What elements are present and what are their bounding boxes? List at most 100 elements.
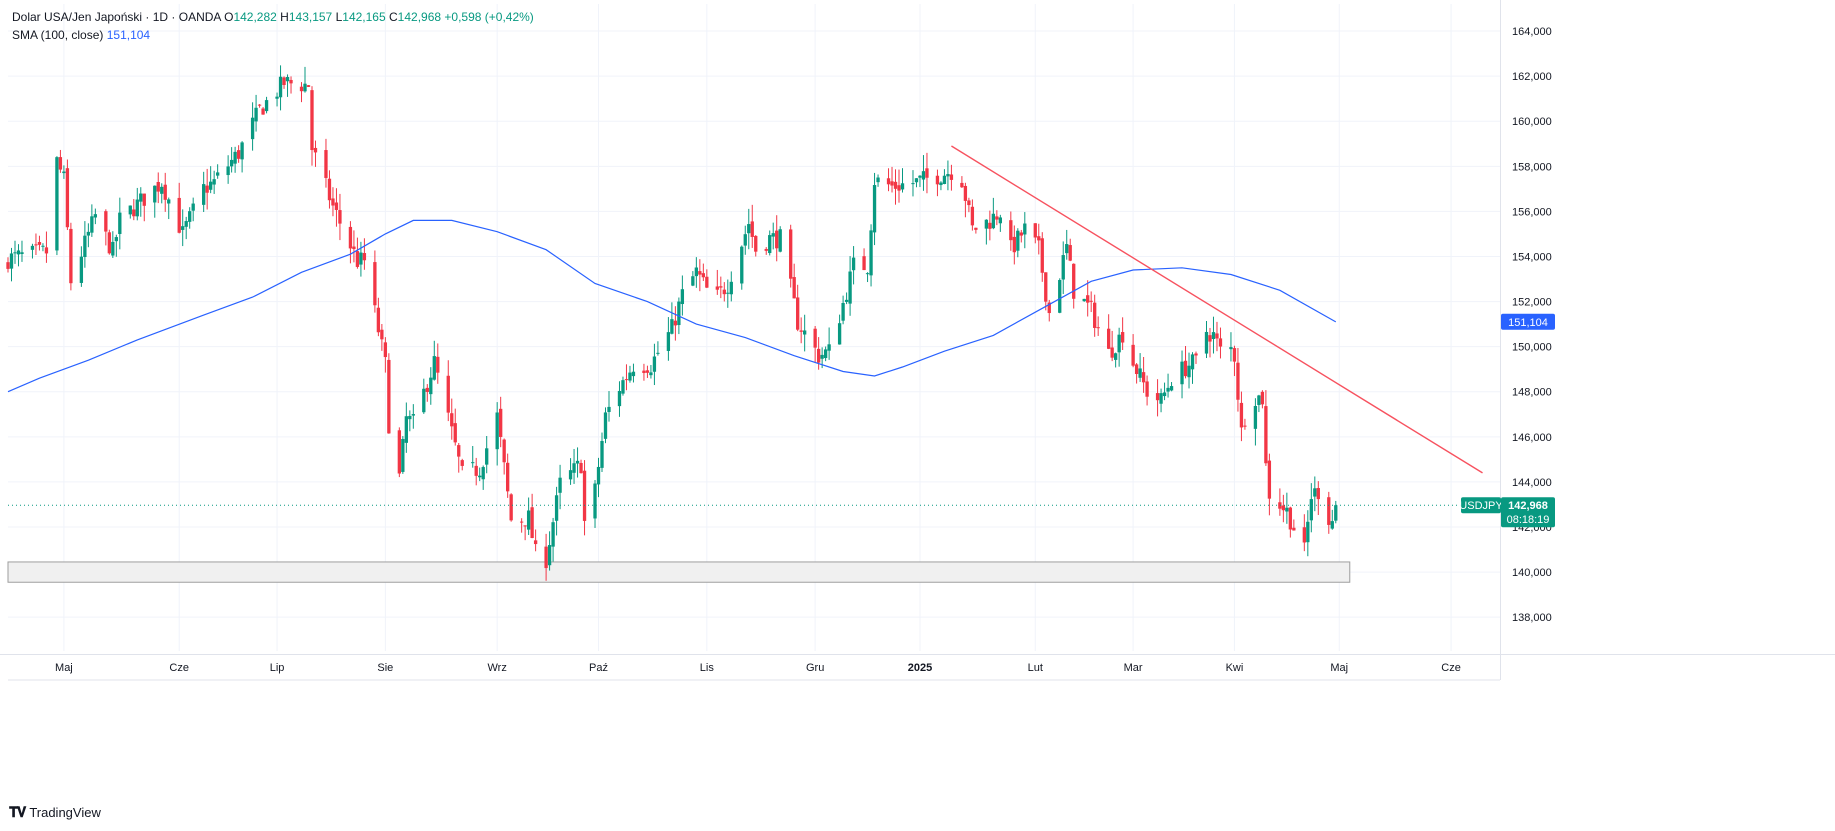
candle-up[interactable] bbox=[167, 199, 171, 204]
candle-up[interactable] bbox=[478, 475, 482, 478]
candle-up[interactable] bbox=[401, 439, 405, 472]
candle-down[interactable] bbox=[324, 150, 328, 178]
candle-up[interactable] bbox=[768, 235, 772, 254]
candle-up[interactable] bbox=[139, 193, 143, 202]
candle-down[interactable] bbox=[1134, 364, 1139, 375]
candle-up[interactable] bbox=[1169, 386, 1174, 391]
candle-down[interactable] bbox=[1019, 232, 1023, 236]
candle-up[interactable] bbox=[1257, 395, 1261, 405]
candle-down[interactable] bbox=[460, 460, 464, 466]
candle-down[interactable] bbox=[289, 79, 293, 84]
candle-down[interactable] bbox=[1218, 338, 1223, 347]
candle-up[interactable] bbox=[233, 151, 237, 164]
candle-up[interactable] bbox=[184, 221, 188, 227]
candle-up[interactable] bbox=[202, 184, 206, 205]
candle-down[interactable] bbox=[523, 525, 527, 527]
candle-up[interactable] bbox=[90, 216, 94, 233]
candle-down[interactable] bbox=[107, 232, 111, 254]
candle-up[interactable] bbox=[1159, 393, 1163, 404]
candle-down[interactable] bbox=[499, 408, 503, 437]
candle-up[interactable] bbox=[649, 372, 653, 376]
candle-up[interactable] bbox=[79, 256, 84, 283]
candle-down[interactable] bbox=[1096, 327, 1100, 329]
candle-up[interactable] bbox=[278, 76, 283, 98]
candle-down[interactable] bbox=[764, 248, 768, 251]
candle-down[interactable] bbox=[1033, 223, 1037, 238]
candle-down[interactable] bbox=[970, 206, 975, 226]
trendline[interactable] bbox=[951, 145, 1483, 474]
candle-down[interactable] bbox=[698, 271, 702, 275]
candle-up[interactable] bbox=[1204, 331, 1209, 354]
candle-up[interactable] bbox=[1313, 488, 1317, 497]
candle-down[interactable] bbox=[813, 328, 817, 348]
candle-down[interactable] bbox=[509, 494, 513, 521]
candle-up[interactable] bbox=[607, 406, 611, 413]
candle-up[interactable] bbox=[160, 186, 164, 194]
candle-up[interactable] bbox=[526, 510, 531, 530]
candle-down[interactable] bbox=[453, 423, 457, 443]
candle-up[interactable] bbox=[677, 301, 681, 326]
candle-down[interactable] bbox=[893, 181, 898, 189]
candle-up[interactable] bbox=[1113, 353, 1118, 360]
candle-down[interactable] bbox=[974, 227, 978, 230]
candle-up[interactable] bbox=[631, 371, 636, 377]
candle-down[interactable] bbox=[1072, 263, 1076, 299]
tradingview-logo[interactable]: 𝐓𝐕 TradingView bbox=[9, 804, 101, 821]
candle-down[interactable] bbox=[719, 286, 723, 288]
candle-down[interactable] bbox=[397, 430, 402, 474]
candle-down[interactable] bbox=[446, 375, 450, 413]
candle-down[interactable] bbox=[789, 229, 793, 279]
candle-down[interactable] bbox=[331, 198, 335, 206]
candle-down[interactable] bbox=[502, 439, 506, 463]
candle-up[interactable] bbox=[1229, 347, 1233, 350]
candle-down[interactable] bbox=[69, 228, 73, 284]
sma-100-line[interactable] bbox=[7, 219, 1337, 393]
candle-up[interactable] bbox=[9, 253, 14, 269]
candle-up[interactable] bbox=[593, 483, 597, 519]
candle-down[interactable] bbox=[722, 289, 726, 295]
candle-up[interactable] bbox=[250, 117, 255, 140]
candle-down[interactable] bbox=[988, 222, 992, 229]
candle-down[interactable] bbox=[132, 209, 136, 217]
candle-up[interactable] bbox=[111, 241, 115, 256]
candle-up[interactable] bbox=[1211, 332, 1216, 340]
candle-up[interactable] bbox=[153, 185, 157, 203]
candle-up[interactable] bbox=[876, 177, 880, 183]
candle-up[interactable] bbox=[628, 372, 632, 381]
candle-down[interactable] bbox=[1243, 425, 1247, 427]
candle-down[interactable] bbox=[506, 462, 510, 492]
candle-up[interactable] bbox=[984, 219, 989, 229]
candle-down[interactable] bbox=[645, 370, 650, 373]
candle-down[interactable] bbox=[799, 330, 803, 332]
candle-down[interactable] bbox=[1316, 488, 1320, 500]
candle-down[interactable] bbox=[701, 273, 705, 278]
candle-up[interactable] bbox=[621, 380, 625, 394]
candle-up[interactable] bbox=[254, 107, 258, 122]
candle-up[interactable] bbox=[1190, 354, 1195, 370]
candle-up[interactable] bbox=[215, 172, 220, 176]
chart-legend[interactable]: Dolar USA/Jen Japoński · 1D · OANDA O142… bbox=[12, 9, 534, 44]
candle-up[interactable] bbox=[1330, 521, 1334, 529]
candle-down[interactable] bbox=[1208, 335, 1212, 342]
candle-down[interactable] bbox=[890, 181, 894, 186]
candle-up[interactable] bbox=[1058, 280, 1062, 313]
support-zone[interactable] bbox=[7, 561, 1351, 583]
candle-up[interactable] bbox=[851, 257, 856, 271]
candle-up[interactable] bbox=[1117, 334, 1121, 353]
candle-down[interactable] bbox=[963, 185, 968, 201]
candle-up[interactable] bbox=[408, 415, 412, 420]
candle-up[interactable] bbox=[551, 522, 555, 547]
candle-up[interactable] bbox=[820, 354, 824, 359]
candle-up[interactable] bbox=[1023, 223, 1027, 235]
candle-up[interactable] bbox=[946, 174, 950, 177]
candle-up[interactable] bbox=[1306, 521, 1310, 543]
candle-down[interactable] bbox=[177, 197, 181, 233]
candle-up[interactable] bbox=[729, 281, 733, 295]
candle-up[interactable] bbox=[55, 157, 59, 251]
candle-down[interactable] bbox=[156, 182, 160, 192]
candle-up[interactable] bbox=[1065, 244, 1069, 254]
candle-down[interactable] bbox=[474, 465, 478, 476]
candle-down[interactable] bbox=[1037, 236, 1041, 241]
candle-down[interactable] bbox=[967, 200, 971, 206]
candle-up[interactable] bbox=[191, 203, 195, 211]
